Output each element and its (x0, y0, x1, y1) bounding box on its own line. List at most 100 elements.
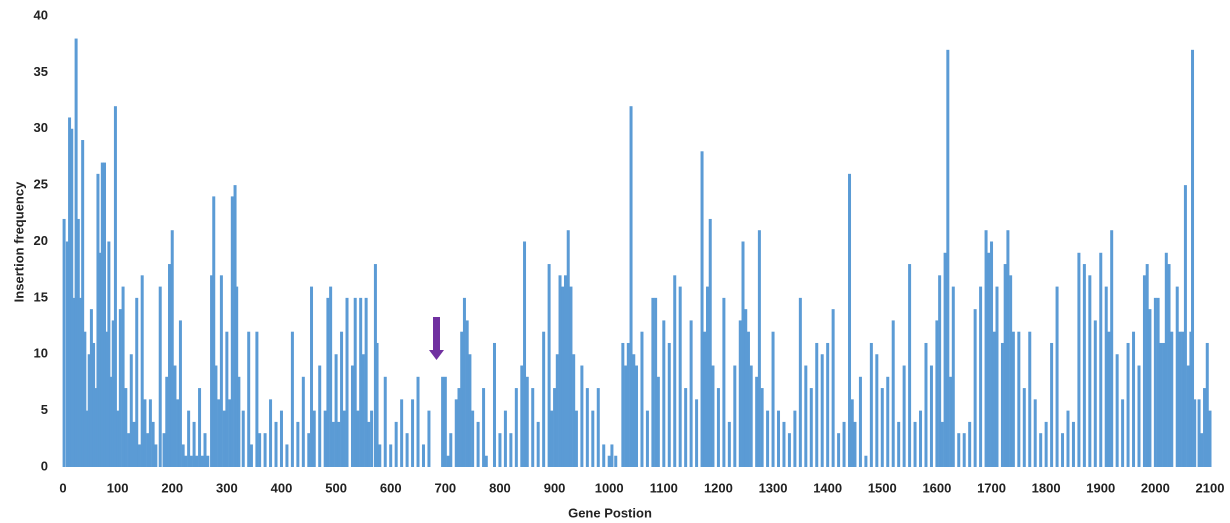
bar (1137, 365, 1141, 467)
bar (105, 331, 109, 467)
y-axis-label: Insertion frequency (11, 181, 26, 302)
bar (1000, 342, 1004, 467)
bar (96, 173, 100, 467)
bar (70, 128, 74, 467)
bar (520, 365, 524, 467)
bar (1088, 275, 1092, 467)
bar (1071, 421, 1075, 467)
bar (957, 433, 961, 467)
x-tick-label: 1300 (759, 480, 788, 495)
bar (212, 196, 216, 467)
bar (1050, 342, 1054, 467)
bar (68, 117, 72, 467)
bar (703, 331, 707, 467)
bar (109, 376, 113, 467)
bar (782, 421, 786, 467)
bar (158, 286, 162, 467)
bar (1205, 342, 1209, 467)
bar (140, 275, 144, 467)
bar (602, 444, 606, 467)
bar (411, 399, 415, 467)
bar (741, 241, 745, 467)
bar (525, 376, 529, 467)
bar (793, 410, 797, 467)
bar (1156, 297, 1160, 467)
bar (342, 410, 346, 467)
bar (621, 342, 625, 467)
bar (1200, 433, 1204, 467)
bar (924, 342, 928, 467)
x-tick-label: 1200 (704, 480, 733, 495)
bar (891, 320, 895, 467)
bar (92, 342, 96, 467)
bar (848, 173, 852, 467)
bar (667, 342, 671, 467)
bar (367, 421, 371, 467)
bar (555, 354, 559, 467)
bar (572, 354, 576, 467)
bar (640, 331, 644, 467)
bar (350, 365, 354, 467)
bar (798, 297, 802, 467)
bar (151, 421, 155, 467)
bar (968, 421, 972, 467)
bar (837, 433, 841, 467)
bar (1193, 399, 1197, 467)
bar (689, 320, 693, 467)
bar (441, 376, 445, 467)
x-tick-label: 1800 (1032, 480, 1061, 495)
bar (310, 286, 314, 467)
bar (913, 421, 917, 467)
bar (940, 421, 944, 467)
bar (943, 252, 947, 467)
bar (331, 421, 335, 467)
bar (880, 388, 884, 467)
bar (307, 433, 311, 467)
bar (113, 106, 117, 467)
x-tick-label: 1700 (977, 480, 1006, 495)
bar (547, 264, 551, 467)
x-tick-label: 1600 (922, 480, 951, 495)
bar (400, 399, 404, 467)
bar (706, 286, 710, 467)
bar (111, 320, 115, 467)
bar (187, 410, 191, 467)
bar (662, 320, 666, 467)
bar (146, 433, 150, 467)
bar (498, 433, 502, 467)
bar (610, 444, 614, 467)
bar (249, 444, 253, 467)
y-tick-label: 30 (34, 120, 48, 135)
bar (651, 297, 655, 467)
bar (178, 320, 182, 467)
bar (700, 151, 704, 468)
bar (1009, 275, 1013, 467)
bar (1175, 286, 1179, 467)
bar (116, 410, 120, 467)
y-tick-label: 10 (34, 346, 48, 361)
x-tick-label: 1400 (813, 480, 842, 495)
bar (378, 444, 382, 467)
bar (206, 455, 210, 467)
bar (1022, 388, 1026, 467)
bar (949, 376, 953, 467)
bar (864, 455, 868, 467)
bar (632, 354, 636, 467)
bar (301, 376, 305, 467)
bar (285, 444, 289, 467)
bar (132, 421, 136, 467)
bar (1028, 331, 1032, 467)
bar (162, 433, 166, 467)
bar (353, 297, 357, 467)
bar (722, 297, 726, 467)
y-tick-label: 20 (34, 233, 48, 248)
bar (460, 331, 464, 467)
bar (195, 455, 199, 467)
x-tick-label: 600 (380, 480, 402, 495)
bar (258, 433, 262, 467)
bar (624, 365, 628, 467)
annotation-arrow (429, 317, 444, 360)
bar (1115, 354, 1119, 467)
bar (1148, 309, 1152, 467)
bar (296, 421, 300, 467)
